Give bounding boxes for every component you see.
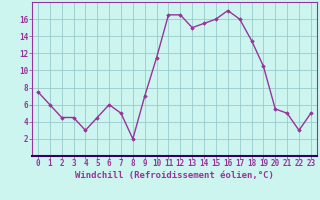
X-axis label: Windchill (Refroidissement éolien,°C): Windchill (Refroidissement éolien,°C)	[75, 171, 274, 180]
